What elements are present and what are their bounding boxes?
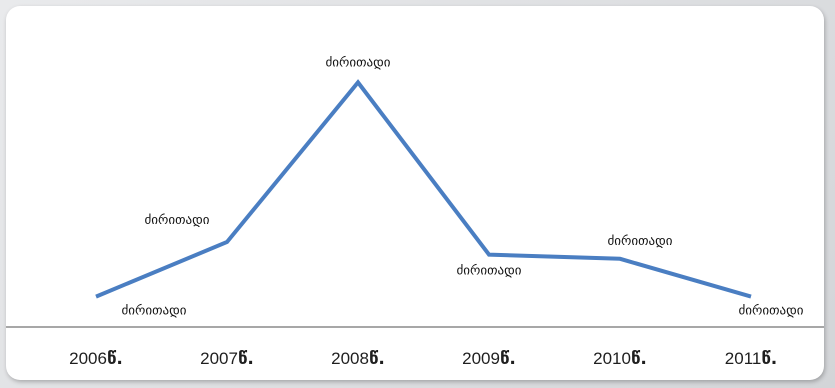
x-tick-label-2008: 2008წ. <box>331 349 385 369</box>
data-label-layer: ძირითადი ძირითადი ძირითადი ძირითადი ძირითადი… <box>122 55 804 318</box>
data-label-2010: ძირითადი <box>608 234 673 249</box>
series-layer <box>95 79 752 299</box>
data-label-2008: ძირითადი <box>326 55 391 70</box>
data-label-2007: ძირითადი <box>145 213 210 228</box>
x-tick-label-2009: 2009წ. <box>462 349 516 369</box>
chart-card: ძირითადი ძირითადი ძირითადი ძირითადი ძირითადი… <box>6 6 824 380</box>
x-tick-layer: 2006წ. 2007წ. 2008წ. 2009წ. 2010წ. 2011წ. <box>69 349 777 369</box>
x-tick-label-2010: 2010წ. <box>593 349 647 369</box>
x-tick-label-2006: 2006წ. <box>69 349 123 369</box>
data-label-2009: ძირითადი <box>457 264 522 279</box>
data-label-2006: ძირითადი <box>122 304 187 319</box>
line-chart: ძირითადი ძირითადი ძირითადი ძირითადი ძირითადი… <box>6 55 824 369</box>
series-line <box>95 79 752 299</box>
data-label-2011: ძირითადი <box>739 304 804 319</box>
x-tick-label-2011: 2011წ. <box>725 349 777 369</box>
x-tick-label-2007: 2007წ. <box>200 349 254 369</box>
